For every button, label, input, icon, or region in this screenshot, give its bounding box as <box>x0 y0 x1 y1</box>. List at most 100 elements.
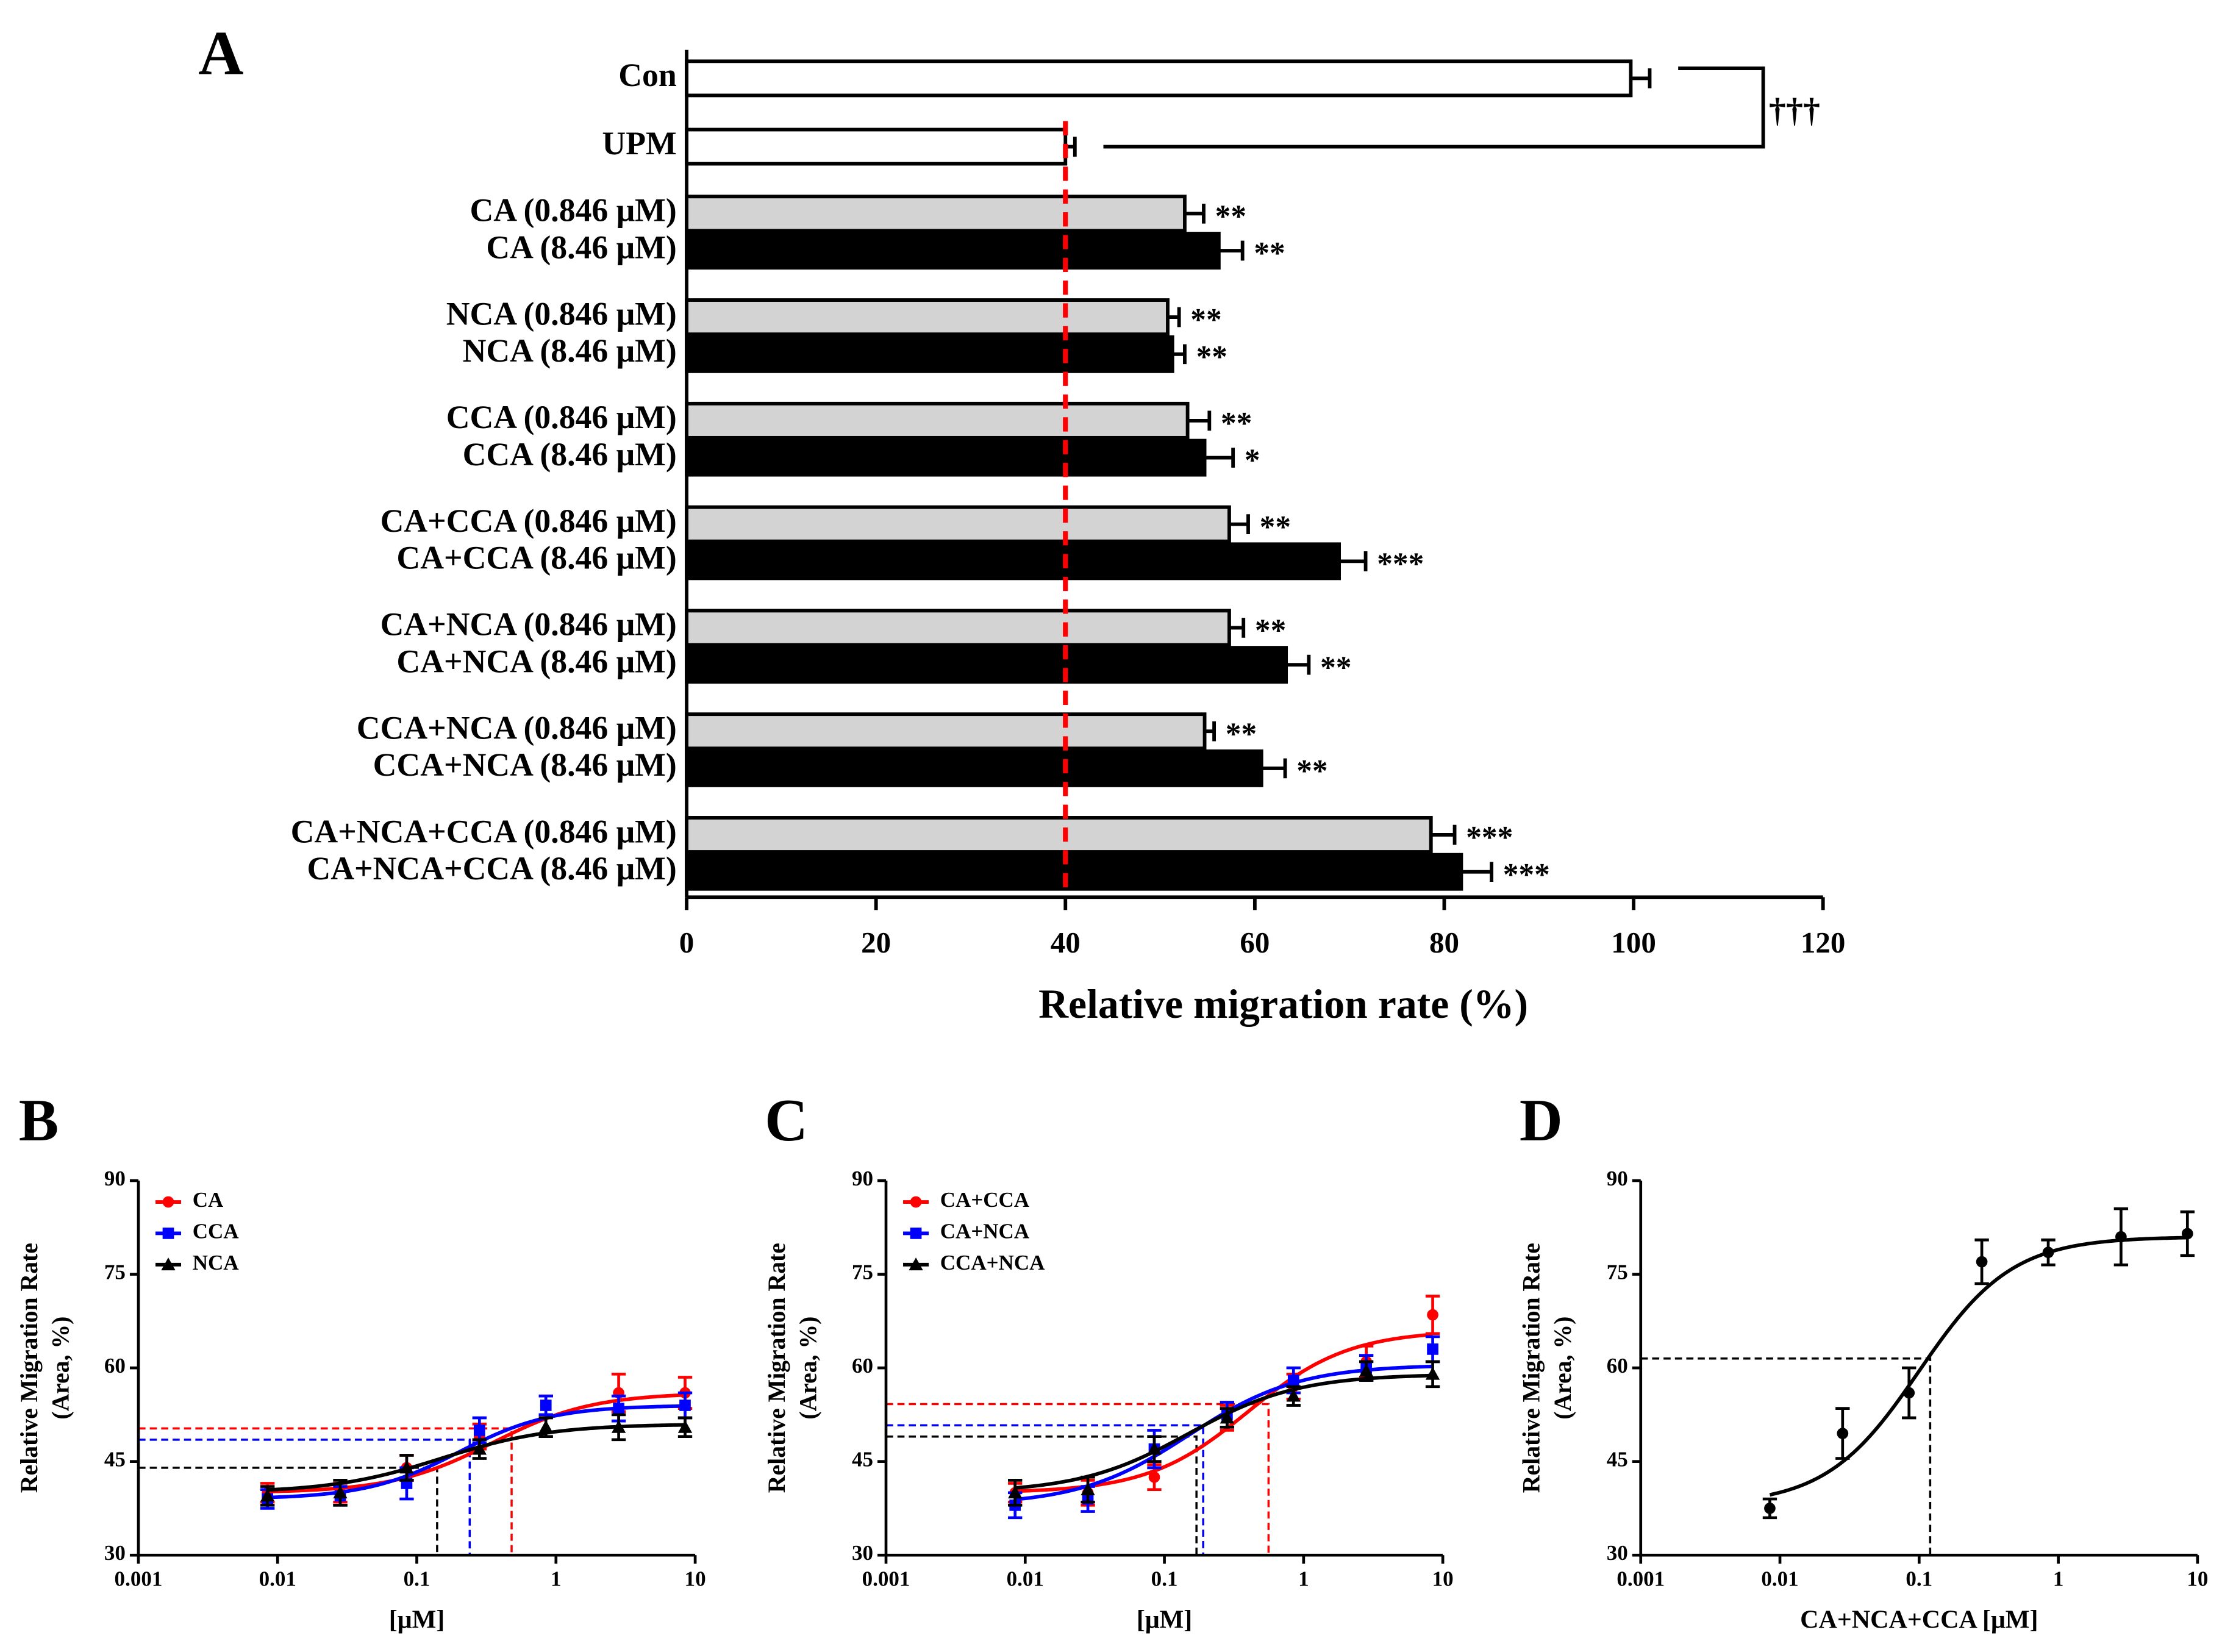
x-tick-label: 10 <box>1432 1567 1454 1590</box>
category-label: UPM <box>602 125 676 162</box>
data-point <box>260 1489 275 1502</box>
y-tick-label: 60 <box>852 1354 873 1378</box>
x-tick-label: 80 <box>1429 926 1459 959</box>
legend-label: CA+CCA <box>940 1188 1030 1212</box>
error-bar <box>1261 758 1287 779</box>
legend-marker <box>910 1196 922 1208</box>
ec50-guide <box>886 1424 1204 1556</box>
error-bar <box>1339 551 1368 571</box>
y-axis-label: Relative Migration Rate <box>1518 1243 1545 1493</box>
bar <box>685 195 1187 233</box>
x-tick-label: 0.01 <box>1007 1567 1044 1590</box>
data-point <box>613 1403 624 1414</box>
legend-marker <box>162 1196 174 1208</box>
category-label: NCA (0.846 μM) <box>446 295 677 332</box>
y-tick-label: 75 <box>1607 1260 1628 1284</box>
data-point <box>1359 1364 1374 1377</box>
y-axis-label: (Area, %) <box>795 1317 821 1420</box>
y-axis-label: (Area, %) <box>47 1317 74 1420</box>
panel-label: B <box>19 1088 59 1154</box>
y-tick-label: 90 <box>852 1167 873 1190</box>
x-tick-label: 0.1 <box>1906 1567 1932 1590</box>
bar <box>685 749 1263 787</box>
data-point <box>1764 1503 1776 1514</box>
category-label: CA+NCA (8.46 μM) <box>396 643 676 679</box>
bracket-label: ††† <box>1769 92 1820 130</box>
category-label: CA+CCA (0.846 μM) <box>380 502 677 539</box>
ec50-guide <box>1640 1357 1932 1556</box>
x-axis-label: [μM] <box>1137 1606 1192 1634</box>
y-tick-label: 30 <box>852 1541 873 1565</box>
bar <box>685 232 1221 270</box>
y-tick-label: 90 <box>104 1167 126 1190</box>
y-tick-label: 45 <box>1607 1448 1628 1471</box>
x-tick-label: 120 <box>1801 926 1846 959</box>
bar <box>685 127 1068 166</box>
significance-label: ** <box>1260 510 1291 545</box>
error-bar <box>1229 618 1246 638</box>
data-point <box>1427 1343 1438 1355</box>
y-tick-label: 60 <box>1607 1354 1628 1378</box>
legend-label: CCA+NCA <box>940 1251 1045 1275</box>
significance-label: ** <box>1215 199 1246 234</box>
y-tick-label: 60 <box>104 1354 126 1378</box>
ec50-guide <box>886 1435 1198 1556</box>
error-bar <box>1631 68 1652 88</box>
significance-label: *** <box>1466 820 1513 855</box>
significance-label: ** <box>1190 302 1221 337</box>
fit-curve <box>1769 1235 2188 1497</box>
x-axis-label: CA+NCA+CCA [μM] <box>1800 1606 2038 1634</box>
bar <box>685 59 1633 98</box>
significance-label: * <box>1245 443 1260 478</box>
category-label: CCA (0.846 μM) <box>446 399 677 435</box>
error-bar <box>1218 240 1245 261</box>
category-label: CA+NCA+CCA (8.46 μM) <box>307 850 676 887</box>
bar <box>685 438 1207 477</box>
category-label: CA+NCA+CCA (0.846 μM) <box>291 813 677 849</box>
significance-label: ** <box>1196 340 1227 374</box>
bar <box>685 712 1207 751</box>
category-label: CCA (8.46 μM) <box>463 436 677 473</box>
data-point <box>1287 1375 1299 1386</box>
significance-label: ** <box>1226 717 1257 751</box>
x-axis-label: [μM] <box>389 1606 445 1634</box>
category-label: CA (8.46 μM) <box>486 229 676 265</box>
legend-marker <box>910 1228 922 1239</box>
significance-label: ** <box>1255 613 1286 648</box>
bar <box>685 853 1463 891</box>
data-point <box>1008 1486 1023 1499</box>
x-tick-label: 20 <box>861 926 891 959</box>
error-bar <box>1204 448 1235 468</box>
data-point <box>1081 1482 1095 1496</box>
error-bar <box>1229 514 1250 534</box>
data-point <box>538 1420 553 1433</box>
data-point <box>1220 1411 1235 1424</box>
data-point <box>399 1461 414 1474</box>
x-tick-label: 10 <box>685 1567 706 1590</box>
y-tick-label: 75 <box>104 1260 126 1284</box>
bar <box>685 646 1288 684</box>
y-axis-label: Relative Migration Rate <box>763 1243 790 1493</box>
legend-marker <box>161 1257 176 1271</box>
error-bar <box>1167 307 1181 327</box>
data-point <box>333 1486 348 1499</box>
data-point <box>611 1420 626 1433</box>
panel-label: D <box>1520 1088 1563 1154</box>
y-axis-label: (Area, %) <box>1549 1317 1576 1420</box>
significance-label: ** <box>1296 754 1327 788</box>
bar <box>685 505 1231 543</box>
data-point <box>1147 1442 1162 1455</box>
x-tick-label: 0.1 <box>1151 1567 1178 1590</box>
significance-label: ** <box>1320 650 1351 685</box>
data-point <box>2115 1231 2127 1243</box>
data-point <box>1148 1471 1160 1483</box>
data-point <box>1837 1428 1849 1439</box>
bracket <box>1103 66 1765 149</box>
error-bar <box>1286 654 1311 675</box>
data-point <box>679 1400 691 1411</box>
legend-label: CA <box>193 1188 224 1212</box>
error-bar <box>1172 344 1187 365</box>
bar <box>685 542 1341 581</box>
bar <box>685 335 1174 373</box>
data-point <box>540 1400 552 1411</box>
